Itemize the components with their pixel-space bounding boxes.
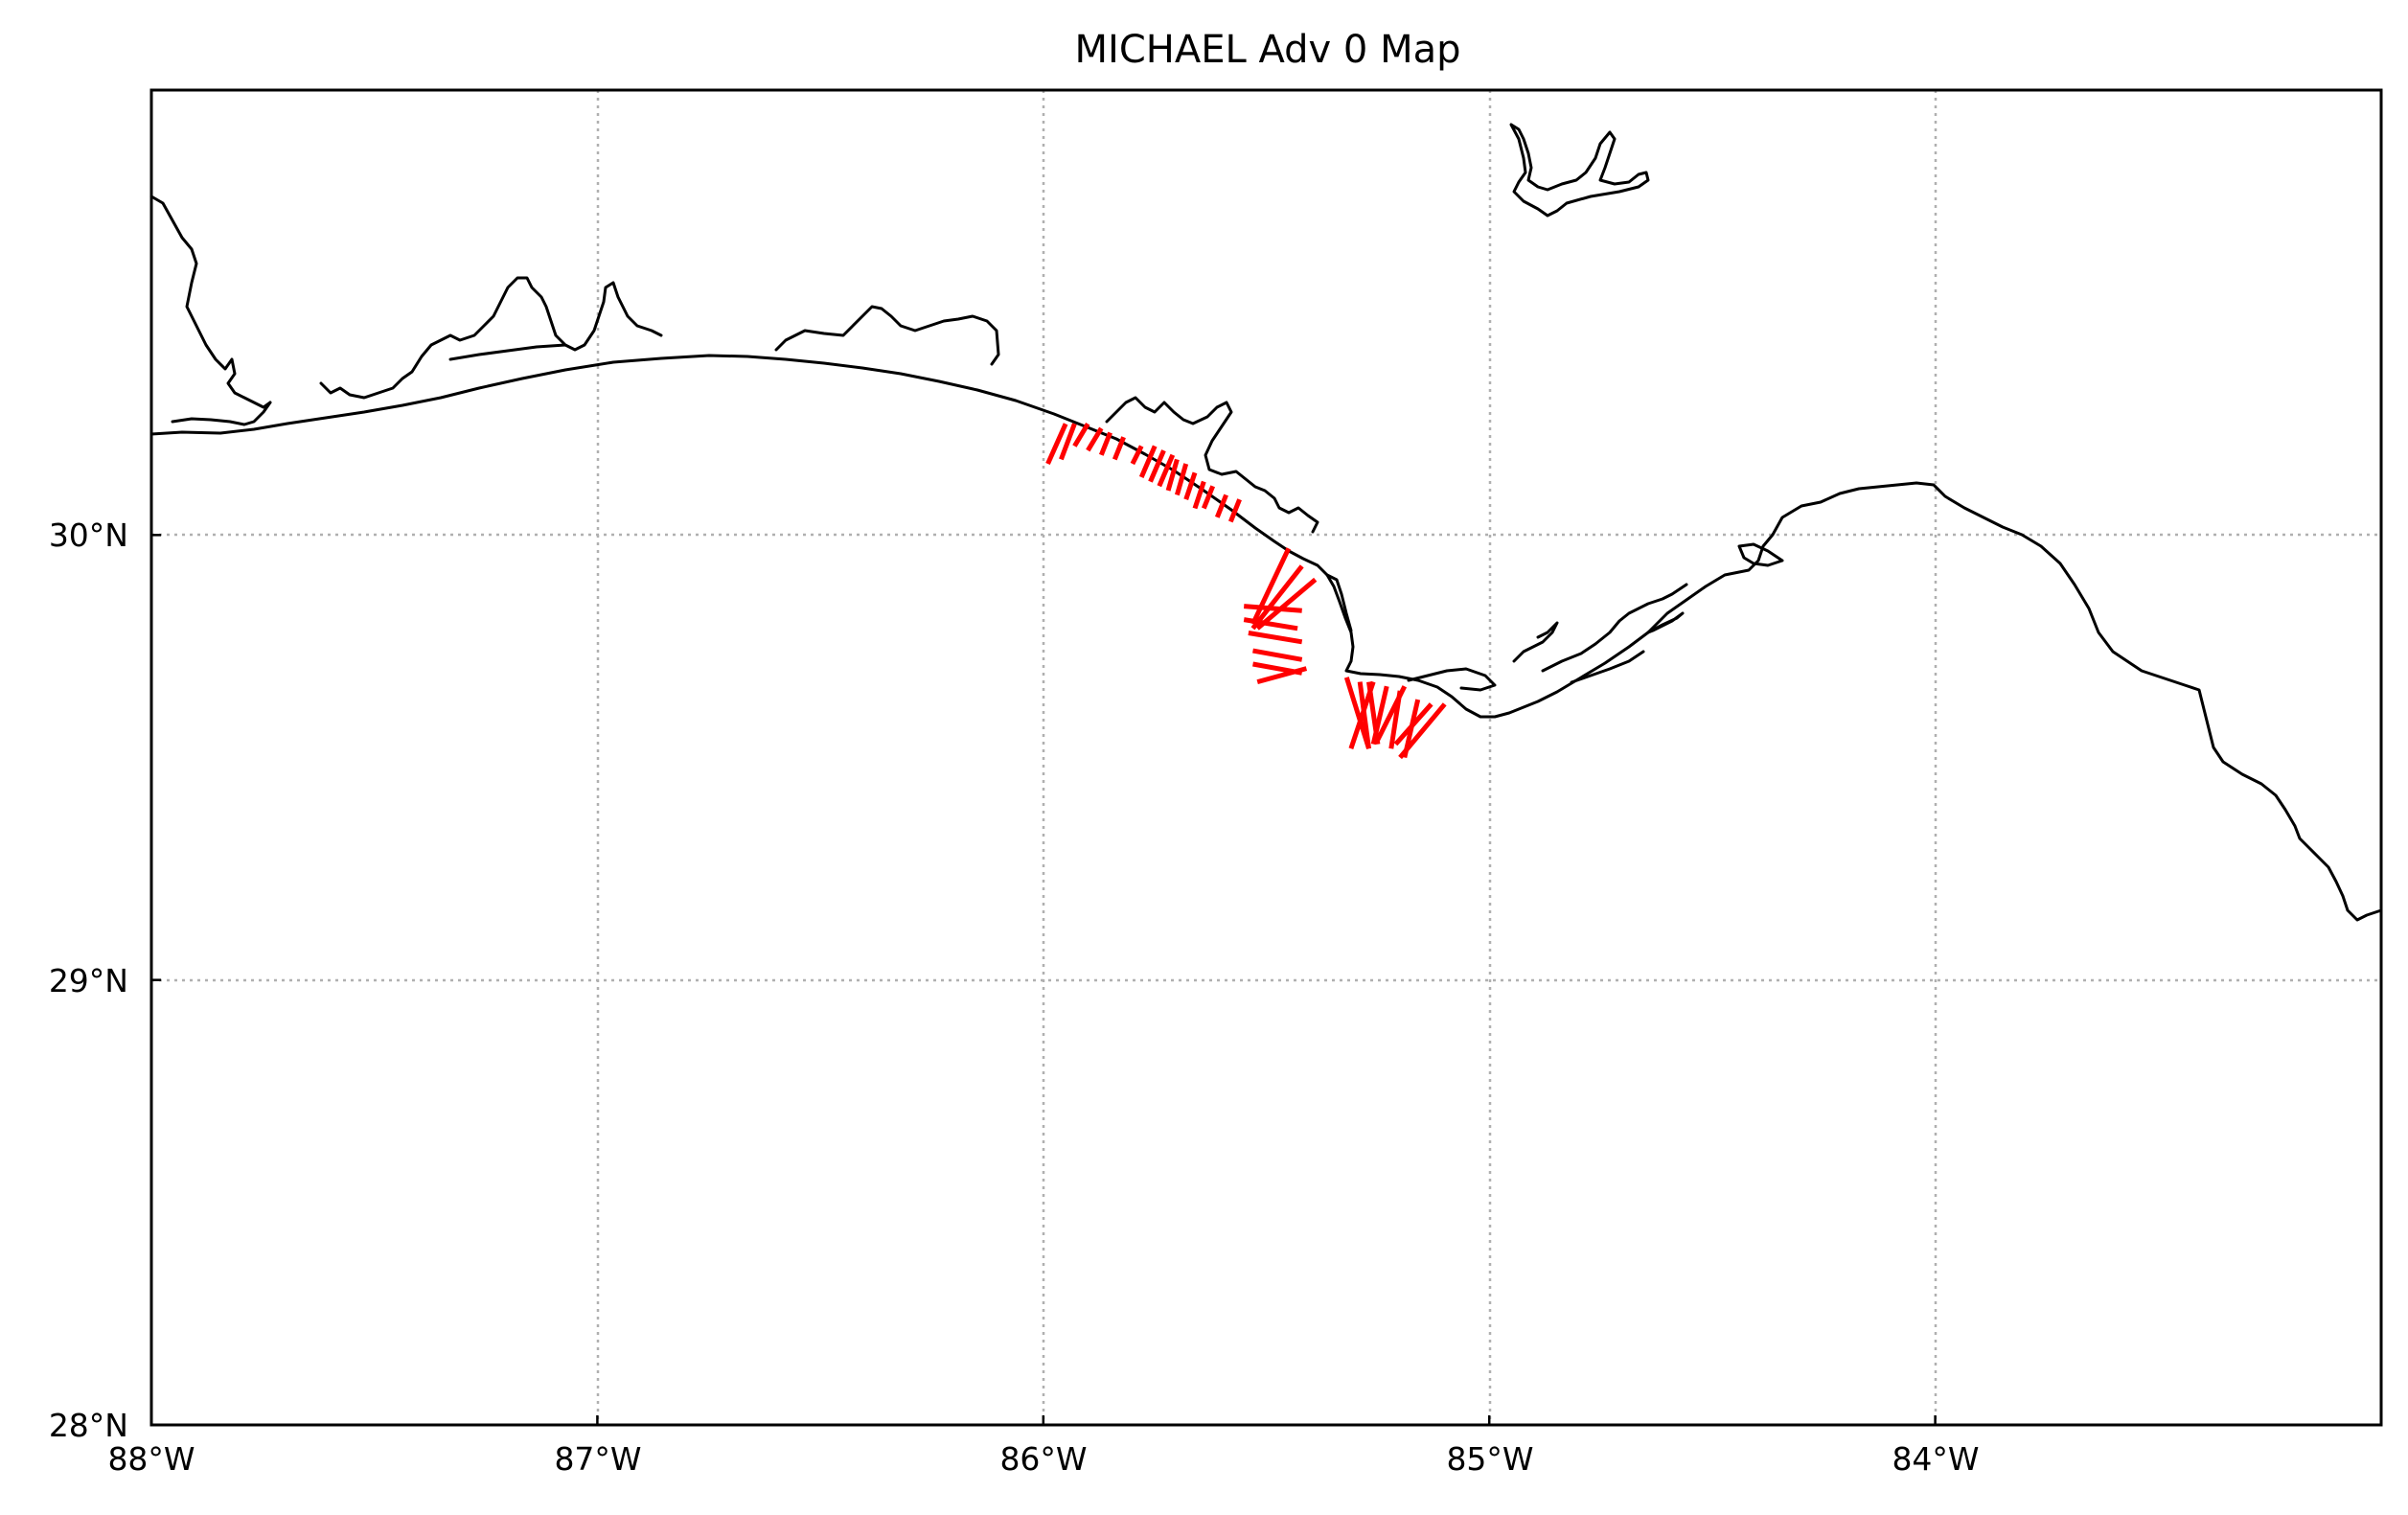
coastline-perdido-pensacola bbox=[319, 276, 663, 400]
surge-marker-segment bbox=[1250, 547, 1292, 626]
x-tick-label: 86°W bbox=[999, 1440, 1087, 1478]
coastline-st-joseph-bay bbox=[1325, 573, 1353, 632]
surge-marker-segment bbox=[1398, 702, 1447, 760]
x-tick-label: 84°W bbox=[1892, 1440, 1979, 1478]
plot-frame bbox=[149, 88, 2383, 1427]
surge-marker-segment bbox=[1157, 453, 1176, 488]
gridlines bbox=[151, 90, 2381, 1425]
surge-marker-segment bbox=[1393, 702, 1433, 746]
y-tick-label: 29°N bbox=[49, 962, 128, 999]
coastline-st-andrews-bay bbox=[1105, 396, 1319, 534]
surge-marker-segment bbox=[1138, 445, 1158, 478]
surge-marker-segment bbox=[1086, 426, 1104, 452]
surge-marker-segment bbox=[1227, 498, 1242, 523]
surge-marker-segment bbox=[1072, 423, 1090, 448]
coastline bbox=[149, 123, 2383, 922]
surge-marker-segment bbox=[1375, 685, 1408, 742]
surge-marker-segment bbox=[1243, 617, 1298, 631]
surge-marker-segment bbox=[1250, 564, 1304, 631]
surge-marker-segment bbox=[1183, 471, 1198, 500]
surge-marker-segment bbox=[1112, 436, 1126, 461]
surge-marker-segment bbox=[1148, 449, 1166, 483]
surge-marker-segment bbox=[1214, 494, 1228, 518]
surge-marker-segment bbox=[1201, 485, 1216, 510]
surge-marker-segment bbox=[1255, 577, 1318, 631]
surge-marker-segment bbox=[1348, 680, 1376, 749]
map-title: MICHAEL Adv 0 Map bbox=[1075, 28, 1461, 72]
plot-background bbox=[151, 90, 2381, 1425]
surge-marker-segment bbox=[1244, 604, 1302, 613]
surge-marker-segment bbox=[1370, 685, 1389, 746]
y-tick-label: 30°N bbox=[49, 516, 128, 554]
surge-marker-segment bbox=[1045, 423, 1068, 466]
surge-marker-segment bbox=[1098, 431, 1112, 456]
x-tick-label: 88°W bbox=[107, 1440, 195, 1478]
plot-area bbox=[149, 90, 2383, 1425]
coastline-apalachee-inlet bbox=[1737, 542, 1784, 567]
coastline-apalachicola-bay bbox=[1407, 583, 1688, 692]
x-tick-label: 87°W bbox=[554, 1440, 641, 1478]
surge-marker-segment bbox=[1059, 423, 1077, 461]
surge-marker-segment bbox=[1256, 666, 1308, 685]
surge-marker-segment bbox=[1252, 648, 1303, 662]
y-tick-label: 28°N bbox=[49, 1407, 128, 1444]
surge-marker-segment bbox=[1174, 463, 1189, 496]
surge-markers bbox=[1045, 423, 1447, 760]
coastline-inland-lake bbox=[1509, 123, 1650, 218]
axis-ticks: 88°W 87°W 86°W 85°W 84°W 28°N 29°N 30°N bbox=[49, 516, 1980, 1478]
coastline-mobile-bay bbox=[149, 195, 272, 426]
surge-marker-segment bbox=[1248, 631, 1303, 645]
surge-marker-segment bbox=[1165, 458, 1180, 492]
surge-marker-segment bbox=[1192, 480, 1206, 510]
coastline-dog-island bbox=[1646, 611, 1685, 634]
surge-marker-segment bbox=[1130, 445, 1144, 466]
x-tick-label: 85°W bbox=[1446, 1440, 1533, 1478]
coastline-choctawhatchee bbox=[774, 305, 1000, 366]
